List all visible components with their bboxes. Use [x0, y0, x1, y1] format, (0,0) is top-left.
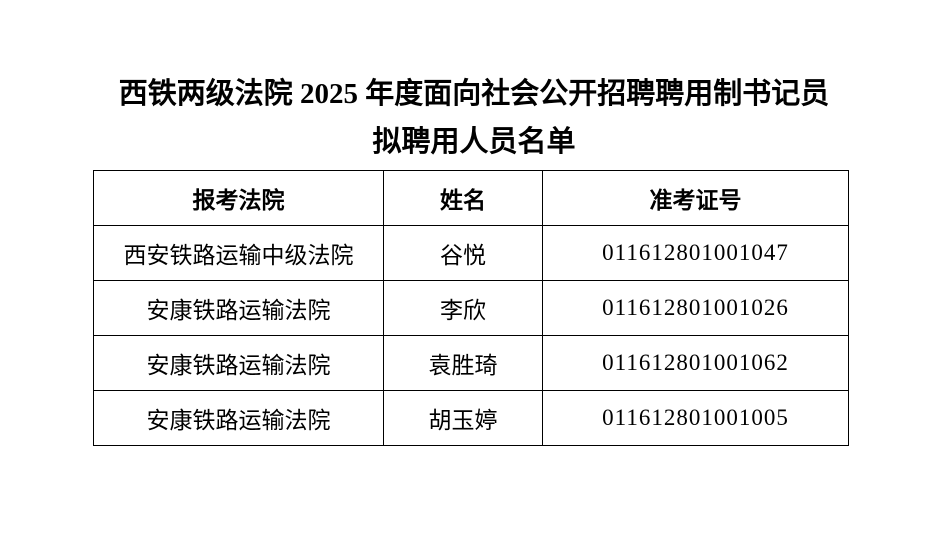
table-row: 安康铁路运输法院 袁胜琦 011612801001062: [93, 335, 849, 391]
cell-exam-number: 011612801001062: [542, 335, 849, 391]
table-header-row: 报考法院 姓名 准考证号: [93, 170, 849, 226]
column-header-exam-number: 准考证号: [542, 170, 849, 226]
table-row: 安康铁路运输法院 胡玉婷 011612801001005: [93, 390, 849, 446]
cell-court: 安康铁路运输法院: [93, 390, 384, 446]
document-title-line1: 西铁两级法院 2025 年度面向社会公开招聘聘用制书记员: [118, 78, 830, 110]
cell-name: 谷悦: [383, 225, 543, 281]
column-header-name: 姓名: [383, 170, 543, 226]
cell-court: 安康铁路运输法院: [93, 280, 384, 336]
table-row: 安康铁路运输法院 李欣 011612801001026: [93, 280, 849, 336]
hired-personnel-table: 报考法院 姓名 准考证号 西安铁路运输中级法院 谷悦 0116128010010…: [93, 170, 849, 446]
cell-name: 胡玉婷: [383, 390, 543, 446]
cell-court: 西安铁路运输中级法院: [93, 225, 384, 281]
document-title-line2: 拟聘用人员名单: [372, 126, 576, 158]
cell-name: 袁胜琦: [383, 335, 543, 391]
table-row: 西安铁路运输中级法院 谷悦 011612801001047: [93, 225, 849, 281]
cell-exam-number: 011612801001005: [542, 390, 849, 446]
cell-exam-number: 011612801001026: [542, 280, 849, 336]
column-header-court: 报考法院: [93, 170, 384, 226]
cell-exam-number: 011612801001047: [542, 225, 849, 281]
cell-court: 安康铁路运输法院: [93, 335, 384, 391]
cell-name: 李欣: [383, 280, 543, 336]
